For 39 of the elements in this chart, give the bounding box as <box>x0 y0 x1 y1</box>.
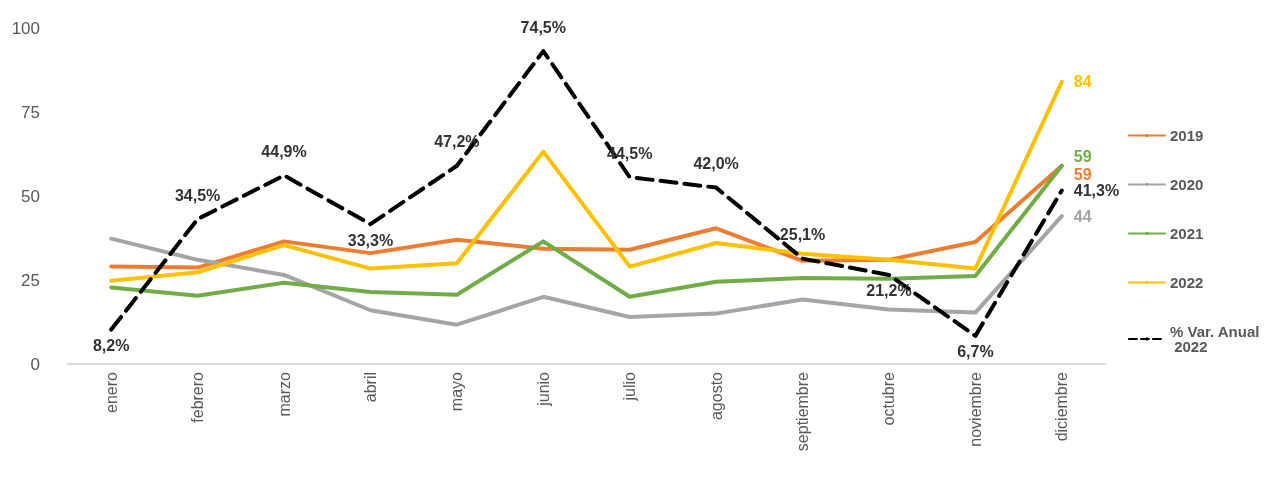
y-tick-label: 100 <box>11 18 40 38</box>
x-tick-label: febrero <box>189 371 207 423</box>
x-tick-label: abril <box>361 372 379 403</box>
data-label: 47,2% <box>434 133 480 151</box>
y-tick-label: 75 <box>21 102 40 122</box>
legend-label: 2020 <box>1169 176 1204 193</box>
data-label: 59 <box>1073 166 1092 184</box>
x-tick-label: octubre <box>880 371 898 426</box>
x-tick-label: agosto <box>707 371 725 421</box>
x-tick-label: marzo <box>275 371 293 417</box>
data-label: 59 <box>1073 148 1092 166</box>
legend-label: 2019 <box>1169 127 1204 144</box>
x-tick-label: noviembre <box>966 371 984 447</box>
x-tick-label: diciembre <box>1053 371 1071 442</box>
x-tick-label: mayo <box>448 371 466 412</box>
data-label: 8,2% <box>92 337 130 355</box>
legend-label: 2022 <box>1169 274 1204 291</box>
data-label: 41,3% <box>1073 182 1120 200</box>
data-label: 44,9% <box>261 142 307 160</box>
x-tick-label: julio <box>621 371 639 402</box>
data-label: 42,0% <box>693 155 739 173</box>
y-tick-label: 0 <box>30 354 40 374</box>
data-label: 21,2% <box>866 282 912 300</box>
y-tick-label: 50 <box>21 186 40 206</box>
legend-label: % Var. Anual 2022 <box>1169 323 1260 355</box>
data-label: 84 <box>1073 73 1092 91</box>
line-series <box>109 79 1064 283</box>
line-series <box>109 214 1064 327</box>
data-label: 25,1% <box>779 226 826 244</box>
data-label: 6,7% <box>957 343 994 361</box>
x-tick-label: enero <box>102 371 120 413</box>
data-label: 33,3% <box>347 231 394 249</box>
y-tick-label: 25 <box>21 270 40 290</box>
legend-label: 2021 <box>1169 225 1204 242</box>
x-tick-label: septiembre <box>794 371 812 452</box>
data-label: 44 <box>1073 207 1092 225</box>
data-label: 74,5% <box>520 18 566 36</box>
data-label: 34,5% <box>174 186 221 204</box>
x-tick-label: junio <box>534 371 552 407</box>
